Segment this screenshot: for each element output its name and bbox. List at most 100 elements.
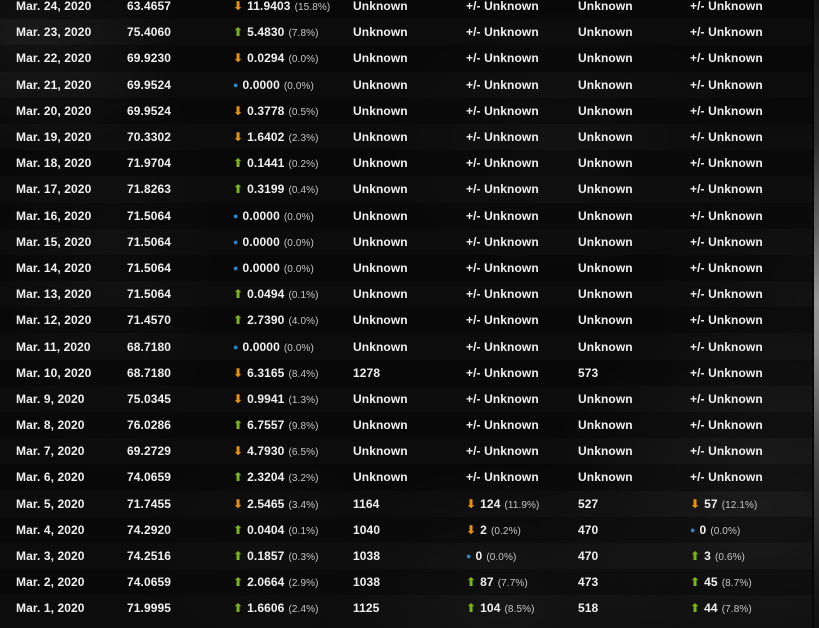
change-percent: (0.5%) [288, 106, 319, 118]
quantity-cell: Unknown [578, 234, 633, 249]
up-arrow-icon: ⬆ [690, 575, 701, 590]
quantity-change-cell: ● 0 (0.0%) [690, 523, 812, 537]
volume-change-cell: +/- Unknown [466, 470, 539, 485]
change-value: 0.0000 [242, 208, 280, 223]
table-row: Mar. 3, 2020 74.2516 ⬆ 0.1857 (0.3%) 1038 … [0, 543, 812, 569]
change-percent: (0.1%) [288, 290, 319, 302]
value-cell: 71.4570 [127, 313, 172, 328]
volume-cell: Unknown [353, 287, 408, 302]
value-change-cell: ● 0.0000 (0.0%) [233, 340, 353, 354]
table-row: Mar. 6, 2020 74.0659 ⬆ 2.3204 (3.2%) Unkno… [0, 464, 812, 491]
volume-change-cell: +/- Unknown [466, 339, 539, 354]
volume-cell: Unknown [353, 260, 408, 275]
change-percent: (3.2%) [288, 473, 319, 485]
value-cell: 74.2516 [127, 549, 172, 564]
volume-change-cell: +/- Unknown [466, 208, 539, 223]
value-cell: 69.9524 [127, 103, 172, 118]
value-cell: 74.0659 [127, 470, 172, 485]
change-percent: (8.5%) [504, 604, 535, 616]
change-value: 0 [475, 549, 483, 564]
volume-cell: 1164 [353, 496, 380, 511]
change-value: 0.3199 [247, 182, 285, 197]
change-percent: (0.1%) [288, 525, 319, 537]
neutral-dot-icon: ● [233, 79, 239, 90]
change-percent: (0.0%) [283, 342, 314, 354]
quantity-change-cell: +/- Unknown [690, 391, 763, 406]
up-arrow-icon: ⬆ [466, 575, 477, 590]
quantity-cell: Unknown [578, 470, 633, 485]
quantity-change-cell: +/- Unknown [690, 287, 763, 302]
scrollbar-thumb[interactable] [812, 0, 819, 628]
quantity-change-cell: +/- Unknown [690, 103, 763, 118]
change-percent: (0.0%) [283, 80, 314, 92]
value-change-cell: ⬇ 0.0294 (0.0%) [233, 51, 353, 65]
quantity-change-cell: +/- Unknown [690, 182, 763, 197]
volume-cell: Unknown [353, 470, 408, 485]
date-cell: Mar. 22, 2020 [16, 51, 92, 66]
quantity-cell: 473 [578, 575, 599, 590]
value-cell: 71.5064 [127, 260, 172, 275]
quantity-cell: Unknown [578, 208, 633, 223]
volume-cell: 1125 [353, 601, 380, 616]
volume-cell: Unknown [353, 313, 408, 328]
value-cell: 68.7180 [127, 339, 172, 354]
volume-cell: 1038 [353, 575, 381, 590]
volume-change-cell: +/- Unknown [466, 77, 539, 92]
change-value: 104 [480, 601, 501, 616]
volume-cell: 1278 [353, 365, 381, 380]
value-change-cell: ⬆ 0.0404 (0.1%) [233, 523, 353, 537]
change-percent: (2.3%) [288, 133, 319, 145]
quantity-change-cell: +/- Unknown [690, 470, 763, 485]
volume-change-cell: +/- Unknown [466, 103, 539, 118]
table-row: Mar. 20, 2020 69.9524 ⬇ 0.3778 (0.5%) Unkn… [0, 97, 812, 124]
date-cell: Mar. 2, 2020 [16, 575, 85, 590]
quantity-change-cell: +/- Unknown [690, 260, 763, 275]
value-cell: 68.7180 [127, 365, 172, 380]
quantity-cell: Unknown [578, 287, 633, 302]
volume-cell: Unknown [353, 444, 408, 459]
change-value: 11.9403 [247, 0, 291, 14]
table-row: Mar. 13, 2020 71.5064 ⬆ 0.0494 (0.1%) Unkn… [0, 281, 812, 307]
value-change-cell: ⬆ 0.0494 (0.1%) [233, 287, 353, 301]
up-arrow-icon: ⬆ [690, 601, 701, 616]
table-row: Mar. 2, 2020 74.0659 ⬆ 2.0664 (2.9%) 1038 … [0, 569, 812, 596]
date-cell: Mar. 15, 2020 [16, 234, 92, 249]
value-cell: 70.3302 [127, 130, 172, 145]
value-change-cell: ⬇ 2.5465 (3.4%) [233, 497, 353, 511]
change-percent: (0.6%) [714, 552, 745, 564]
down-arrow-icon: ⬇ [466, 522, 477, 537]
quantity-change-cell: ⬆ 44 (7.8%) [690, 601, 812, 615]
neutral-dot-icon: ● [233, 341, 239, 352]
volume-change-cell: ● 0 (0.0%) [466, 549, 578, 563]
date-cell: Mar. 17, 2020 [16, 182, 92, 197]
change-value: 1.6402 [247, 130, 285, 145]
date-cell: Mar. 1, 2020 [16, 601, 85, 616]
table-row: Mar. 5, 2020 71.7455 ⬇ 2.5465 (3.4%) 1164 … [0, 491, 812, 517]
quantity-change-cell: +/- Unknown [690, 25, 763, 40]
volume-change-cell: ⬆ 104 (8.5%) [466, 601, 578, 615]
value-cell: 69.2729 [127, 444, 172, 459]
change-percent: (4.0%) [288, 316, 319, 328]
quantity-cell: Unknown [578, 0, 633, 14]
quantity-change-cell: +/- Unknown [690, 234, 763, 249]
quantity-cell: 518 [578, 601, 599, 616]
volume-cell: Unknown [353, 25, 408, 40]
date-cell: Mar. 11, 2020 [16, 339, 91, 354]
value-cell: 71.9995 [127, 601, 172, 616]
value-change-cell: ● 0.0000 (0.0%) [233, 261, 353, 275]
volume-change-cell: ⬇ 124 (11.9%) [466, 497, 578, 511]
table-row: Mar. 9, 2020 75.0345 ⬇ 0.9941 (1.3%) Unkno… [0, 386, 812, 412]
change-value: 0.0494 [247, 287, 285, 302]
up-arrow-icon: ⬆ [233, 313, 244, 328]
table-row: Mar. 4, 2020 74.2920 ⬆ 0.0404 (0.1%) 1040 … [0, 516, 812, 543]
change-percent: (0.3%) [288, 552, 319, 564]
quantity-change-cell: +/- Unknown [690, 418, 763, 433]
quantity-cell: Unknown [578, 313, 633, 328]
quantity-cell: Unknown [578, 444, 633, 459]
up-arrow-icon: ⬆ [233, 287, 244, 302]
down-arrow-icon: ⬇ [233, 391, 244, 406]
up-arrow-icon: ⬆ [233, 522, 244, 537]
value-cell: 71.9704 [127, 156, 172, 171]
value-change-cell: ⬇ 6.3165 (8.4%) [233, 366, 353, 380]
quantity-cell: Unknown [578, 103, 633, 118]
